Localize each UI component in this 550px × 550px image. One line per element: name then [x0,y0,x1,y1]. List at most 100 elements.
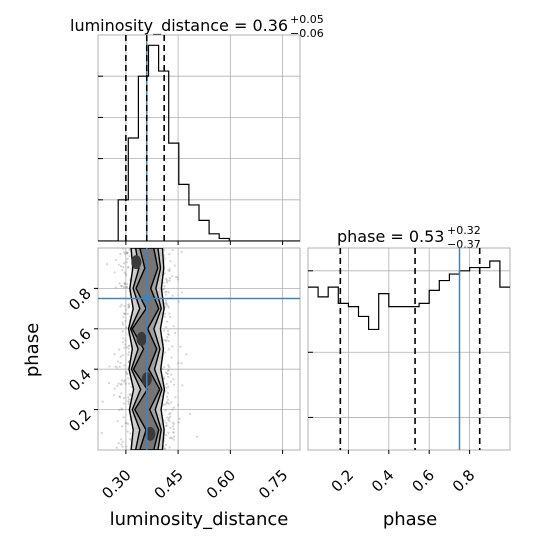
scatter-point [122,312,126,315]
scatter-point [167,385,170,388]
phase-ytick-label: 0.8 [65,285,95,315]
scatter-point [163,249,166,252]
scatter-point [181,384,184,387]
scatter-point [121,445,124,448]
scatter-point [167,375,170,379]
scatter-point [169,277,172,280]
scatter-point [123,252,127,255]
scatter-point [165,424,168,427]
scatter-point [168,437,172,440]
scatter-point [163,338,166,342]
scatter-point [125,448,128,450]
scatter-point [162,376,166,379]
scatter-point [127,306,130,309]
scatter-point [119,305,122,308]
scatter-point [123,283,127,286]
joint-density-peak [136,331,147,346]
phase-xtick-label: 0.4 [368,466,398,496]
scatter-point [167,348,170,351]
scatter-point [162,366,166,369]
scatter-point [113,387,116,390]
scatter-point [171,249,174,252]
scatter-point [171,408,174,411]
scatter-point [172,383,176,386]
scatter-point [129,267,133,270]
scatter-point [166,372,169,375]
scatter-point [166,398,170,401]
scatter-point [176,278,180,281]
phase-histogram-panel [307,247,511,451]
scatter-point [120,379,124,382]
scatter-point [166,329,170,333]
phase-x-axis-label: phase [383,509,437,530]
scatter-point [122,248,125,250]
y-axis-label: phase [22,323,43,377]
scatter-point [128,393,131,396]
scatter-point [121,268,124,272]
scatter-point [165,401,168,404]
scatter-point [123,312,126,316]
scatter-point [122,337,125,340]
scatter-point [118,348,121,351]
scatter-point [125,372,128,375]
scatter-point [176,276,179,279]
scatter-point [166,333,170,336]
joint-truth-marker [143,295,151,302]
scatter-point [164,325,168,329]
scatter-point [125,326,128,329]
scatter-point [123,251,126,254]
scatter-point [171,437,174,440]
scatter-point [172,325,175,328]
scatter-point [170,436,173,439]
scatter-point [125,327,128,330]
scatter-point [116,384,119,388]
scatter-point [178,417,181,420]
scatter-point [123,379,127,382]
scatter-point [196,435,199,438]
scatter-point [126,252,129,255]
scatter-point [168,312,171,315]
scatter-point [120,382,123,386]
scatter-point [122,402,125,405]
scatter-point [164,277,168,281]
phase-hist-frame [307,247,511,451]
scatter-point [167,269,170,272]
scatter-point [105,263,109,266]
scatter-point [120,284,123,287]
phase-xtick-label: 0.6 [408,466,438,496]
scatter-point [128,437,132,441]
scatter-point [127,265,130,268]
scatter-point [168,420,171,423]
scatter-point [174,396,177,399]
scatter-point [122,262,126,265]
scatter-point [169,412,172,415]
joint-density-peak [131,255,142,270]
scatter-point [126,372,129,375]
scatter-point [167,333,170,336]
scatter-point [122,396,126,400]
scatter-point [119,438,123,441]
scatter-point [169,426,172,430]
scatter-point [164,447,167,450]
scatter-point [129,394,132,397]
scatter-point [174,331,177,335]
scatter-point [128,303,131,306]
scatter-point [126,422,130,426]
scatter-point [124,370,127,374]
scatter-point [124,286,127,289]
scatter-point [125,260,128,264]
scatter-point [168,267,171,270]
scatter-point [130,385,133,388]
scatter-point [174,275,178,279]
scatter-point [172,378,175,381]
scatter-point [163,351,167,354]
scatter-point [116,420,119,423]
scatter-point [166,336,169,339]
scatter-point [124,312,127,315]
scatter-point [168,413,171,416]
scatter-point [100,431,103,435]
scatter-point [125,445,128,448]
scatter-point [124,343,127,346]
scatter-point [126,430,129,433]
ld-tick-label: 0.60 [203,466,239,502]
